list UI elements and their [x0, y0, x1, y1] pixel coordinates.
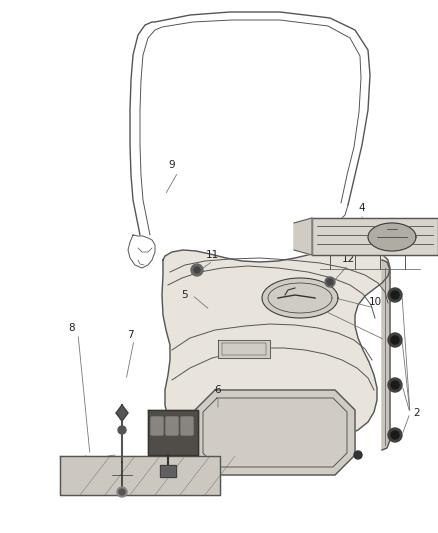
- Circle shape: [117, 487, 127, 497]
- Text: 11: 11: [205, 250, 219, 260]
- Polygon shape: [195, 390, 355, 475]
- Circle shape: [391, 336, 399, 344]
- Circle shape: [388, 288, 402, 302]
- Circle shape: [327, 279, 333, 285]
- Polygon shape: [262, 278, 338, 318]
- Circle shape: [391, 291, 399, 299]
- Text: 7: 7: [127, 330, 133, 340]
- Circle shape: [388, 428, 402, 442]
- Polygon shape: [148, 410, 198, 455]
- Text: 10: 10: [368, 297, 381, 307]
- Polygon shape: [162, 248, 390, 446]
- Polygon shape: [116, 405, 128, 421]
- Polygon shape: [382, 260, 390, 450]
- Circle shape: [391, 381, 399, 389]
- Text: 12: 12: [341, 254, 355, 264]
- Text: 9: 9: [169, 160, 175, 170]
- Text: 6: 6: [215, 385, 221, 395]
- Text: 3: 3: [305, 293, 311, 303]
- Text: 5: 5: [182, 290, 188, 300]
- Text: 2: 2: [413, 408, 420, 418]
- FancyBboxPatch shape: [181, 417, 193, 435]
- Circle shape: [388, 333, 402, 347]
- FancyBboxPatch shape: [151, 417, 163, 435]
- Circle shape: [194, 267, 200, 273]
- Polygon shape: [312, 218, 438, 255]
- Circle shape: [119, 489, 125, 495]
- Polygon shape: [294, 218, 312, 255]
- Polygon shape: [60, 456, 220, 495]
- Text: 8: 8: [69, 323, 75, 333]
- Circle shape: [388, 378, 402, 392]
- Text: 1: 1: [325, 232, 331, 242]
- Circle shape: [191, 264, 203, 276]
- Polygon shape: [368, 223, 416, 251]
- Circle shape: [325, 277, 335, 287]
- Polygon shape: [160, 465, 176, 477]
- Polygon shape: [218, 340, 270, 358]
- Circle shape: [118, 426, 126, 434]
- Text: 4: 4: [359, 203, 365, 213]
- Circle shape: [391, 431, 399, 439]
- FancyBboxPatch shape: [166, 417, 178, 435]
- Circle shape: [354, 451, 362, 459]
